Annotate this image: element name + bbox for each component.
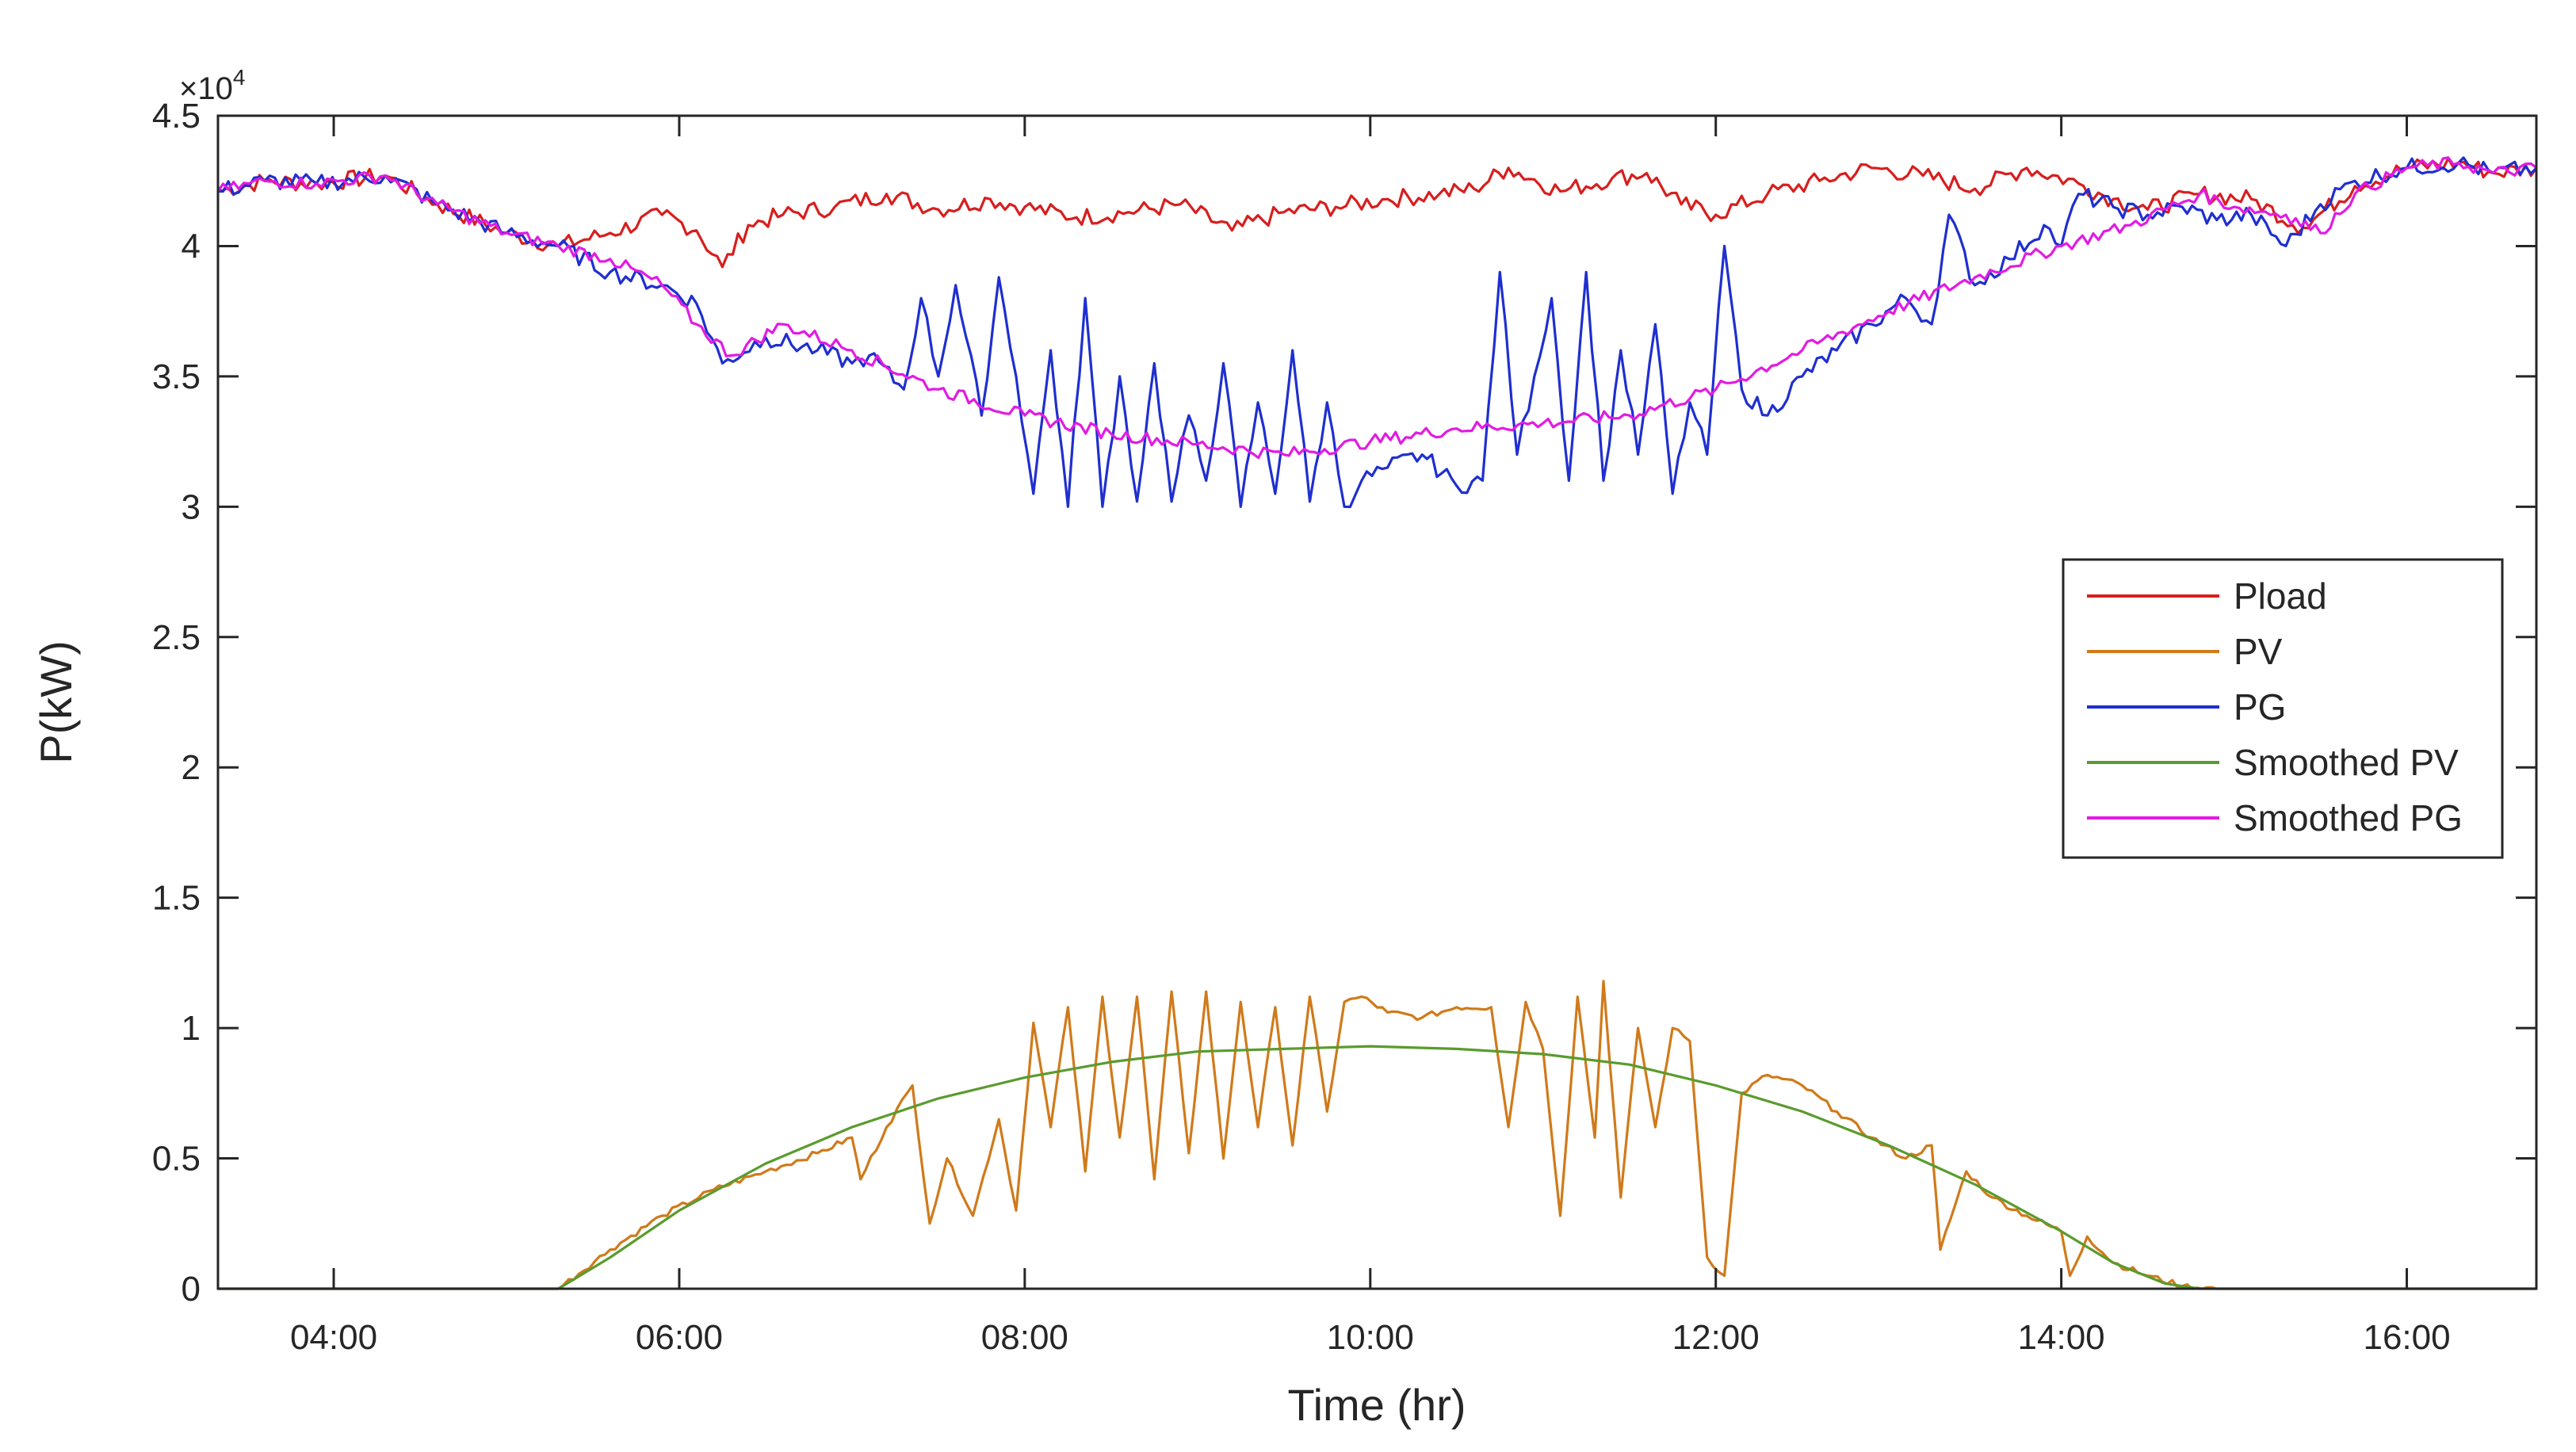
plot-frame <box>216 114 2538 1290</box>
x-tick-label: 04:00 <box>290 1318 377 1357</box>
x-tick-label: 14:00 <box>2018 1318 2105 1357</box>
y-tick-label: 1 <box>182 1009 201 1048</box>
series-line-smoothed-pg <box>216 156 2537 460</box>
x-tick-label: 10:00 <box>1327 1318 1414 1357</box>
legend: Pload PV PG Smoothed PV Smoothed PG <box>2062 558 2504 859</box>
x-tick-label: 06:00 <box>636 1318 723 1357</box>
y-multiplier: ×104 <box>179 65 245 106</box>
y-tick-label: 4.5 <box>152 97 201 136</box>
legend-label-pload: Pload <box>2234 575 2327 617</box>
legend-label-smoothed-pg: Smoothed PG <box>2234 797 2463 839</box>
x-tick-label: 16:00 <box>2363 1318 2450 1357</box>
legend-label-smoothed-pv: Smoothed PV <box>2234 742 2459 783</box>
legend-label-pv: PV <box>2234 631 2283 672</box>
series-line-pg <box>217 156 2538 509</box>
legend-label-pg: PG <box>2234 686 2286 728</box>
x-tick-label: 12:00 <box>1672 1318 1760 1357</box>
series-line-smoothed-pv <box>218 1045 2536 1290</box>
y-tick-label: 3 <box>182 487 201 526</box>
y-tick-label: 1.5 <box>152 879 201 918</box>
x-axis-label: Time (hr) <box>1287 1380 1466 1430</box>
x-tick-label: 08:00 <box>981 1318 1068 1357</box>
series-line-pload <box>217 157 2538 269</box>
y-axis-label: P(kW) <box>31 640 81 764</box>
y-tick-label: 3.5 <box>152 357 201 396</box>
series-layer <box>216 156 2538 1290</box>
y-tick-label: 2.5 <box>152 618 201 657</box>
y-tick-label: 4 <box>182 227 201 266</box>
y-tick-label: 0.5 <box>152 1140 201 1179</box>
ticks-layer: 04:00 06:00 08:00 10:00 12:00 14:00 16:00 0 0.5 1… <box>152 97 2536 1357</box>
series-line-pv <box>218 980 2536 1290</box>
y-tick-label: 2 <box>182 748 201 787</box>
y-tick-label: 0 <box>182 1270 201 1309</box>
